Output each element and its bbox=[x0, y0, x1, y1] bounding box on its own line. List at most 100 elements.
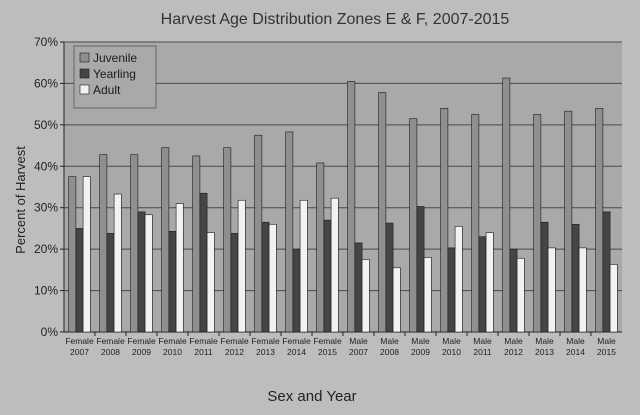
bar-juvenile-male-2009 bbox=[409, 118, 418, 333]
bar-adult-male-2012 bbox=[516, 257, 525, 333]
bars bbox=[68, 77, 618, 333]
legend-swatch-adult bbox=[79, 84, 90, 95]
bar-yearling-male-2015 bbox=[602, 211, 611, 333]
x-tick-label-year: 2008 bbox=[380, 347, 399, 357]
x-tick-label-year: 2010 bbox=[163, 347, 182, 357]
x-tick-label-year: 2011 bbox=[473, 347, 492, 357]
x-tick-label-year: 2012 bbox=[504, 347, 523, 357]
bar-juvenile-female-2007 bbox=[68, 176, 77, 333]
legend-label-juvenile: Juvenile bbox=[93, 51, 137, 65]
chart-title: Harvest Age Distribution Zones E & F, 20… bbox=[161, 11, 510, 28]
bar-yearling-male-2009 bbox=[416, 206, 425, 333]
bar-juvenile-male-2014 bbox=[564, 110, 573, 333]
bar-juvenile-male-2007 bbox=[347, 81, 356, 333]
bar-adult-male-2008 bbox=[392, 267, 401, 333]
bar-adult-male-2013 bbox=[547, 247, 556, 333]
axes: 0%10%20%30%40%50%60%70%Female2007Female2… bbox=[34, 35, 622, 357]
x-tick-label-year: 2014 bbox=[287, 347, 306, 357]
bar-adult-male-2014 bbox=[578, 247, 587, 333]
x-tick-label-year: 2012 bbox=[225, 347, 244, 357]
x-tick-label-year: 2011 bbox=[194, 347, 213, 357]
x-tick-label-year: 2007 bbox=[70, 347, 89, 357]
y-tick-label: 50% bbox=[34, 118, 58, 132]
x-tick-label-year: 2009 bbox=[132, 347, 151, 357]
plot-background bbox=[64, 42, 622, 332]
x-tick-label-sex: Male bbox=[349, 336, 368, 346]
x-tick-label-year: 2007 bbox=[349, 347, 368, 357]
x-tick-label-sex: Male bbox=[535, 336, 554, 346]
bar-yearling-male-2007 bbox=[354, 242, 363, 333]
bar-adult-female-2014 bbox=[299, 199, 308, 333]
x-tick-label-year: 2015 bbox=[597, 347, 616, 357]
bar-adult-female-2009 bbox=[144, 214, 153, 333]
bar-juvenile-female-2012 bbox=[223, 147, 232, 333]
x-tick-label-year: 2013 bbox=[535, 347, 554, 357]
bar-adult-female-2008 bbox=[113, 193, 122, 333]
x-tick-label-year: 2015 bbox=[318, 347, 337, 357]
x-tick-label-sex: Female bbox=[158, 336, 187, 346]
bar-adult-female-2012 bbox=[237, 199, 246, 333]
bar-adult-female-2015 bbox=[330, 197, 339, 333]
x-tick-label-sex: Female bbox=[313, 336, 342, 346]
x-tick-label-year: 2008 bbox=[101, 347, 120, 357]
x-tick-label-sex: Female bbox=[65, 336, 94, 346]
x-tick-label-sex: Male bbox=[380, 336, 399, 346]
x-tick-label-year: 2014 bbox=[566, 347, 585, 357]
x-tick-label-sex: Female bbox=[96, 336, 125, 346]
y-axis-label: Percent of Harvest bbox=[13, 146, 28, 254]
bar-yearling-female-2010 bbox=[168, 231, 177, 333]
y-tick-label: 10% bbox=[34, 284, 58, 298]
x-tick-label-sex: Male bbox=[504, 336, 523, 346]
x-tick-label-sex: Female bbox=[251, 336, 280, 346]
x-tick-label-sex: Male bbox=[597, 336, 616, 346]
bar-juvenile-female-2010 bbox=[161, 147, 170, 333]
bar-yearling-female-2008 bbox=[106, 233, 115, 333]
bar-yearling-male-2012 bbox=[509, 248, 518, 333]
bar-adult-male-2007 bbox=[361, 259, 370, 333]
bar-juvenile-male-2010 bbox=[440, 107, 449, 333]
bar-juvenile-male-2013 bbox=[533, 114, 542, 333]
y-tick-label: 0% bbox=[41, 325, 59, 339]
bar-juvenile-female-2009 bbox=[130, 154, 139, 333]
bar-yearling-female-2009 bbox=[137, 211, 146, 333]
bar-yearling-male-2014 bbox=[571, 223, 580, 333]
bar-yearling-male-2010 bbox=[447, 247, 456, 333]
x-tick-label-sex: Male bbox=[411, 336, 430, 346]
bar-yearling-male-2011 bbox=[478, 236, 487, 333]
x-tick-label-sex: Female bbox=[127, 336, 156, 346]
bar-adult-male-2015 bbox=[609, 264, 618, 333]
bar-adult-male-2011 bbox=[485, 232, 494, 333]
bar-adult-female-2013 bbox=[268, 223, 277, 333]
bar-adult-female-2010 bbox=[175, 203, 184, 333]
bar-juvenile-male-2015 bbox=[595, 107, 604, 333]
x-tick-label-sex: Male bbox=[442, 336, 461, 346]
x-axis-label: Sex and Year bbox=[267, 388, 356, 405]
y-tick-label: 40% bbox=[34, 159, 58, 173]
x-tick-label-sex: Male bbox=[566, 336, 585, 346]
bar-yearling-female-2013 bbox=[261, 221, 270, 333]
bar-yearling-male-2008 bbox=[385, 222, 394, 333]
y-tick-label: 60% bbox=[34, 76, 58, 90]
x-tick-label-year: 2013 bbox=[256, 347, 275, 357]
bar-juvenile-male-2008 bbox=[378, 92, 387, 333]
bar-yearling-female-2012 bbox=[230, 233, 239, 333]
bar-yearling-female-2011 bbox=[199, 192, 208, 333]
bar-adult-male-2009 bbox=[423, 257, 432, 333]
bar-adult-female-2011 bbox=[206, 232, 215, 333]
x-tick-label-sex: Female bbox=[220, 336, 249, 346]
x-tick-label-sex: Male bbox=[473, 336, 492, 346]
bar-yearling-female-2015 bbox=[323, 219, 332, 333]
bar-juvenile-female-2011 bbox=[192, 155, 201, 333]
bar-adult-male-2010 bbox=[454, 226, 463, 333]
bar-juvenile-female-2008 bbox=[99, 154, 108, 333]
y-tick-label: 70% bbox=[34, 35, 58, 49]
legend-label-yearling: Yearling bbox=[93, 67, 136, 81]
bar-adult-female-2007 bbox=[82, 176, 91, 333]
x-tick-label-year: 2009 bbox=[411, 347, 430, 357]
x-tick-label-sex: Female bbox=[189, 336, 218, 346]
bar-yearling-female-2014 bbox=[292, 248, 301, 333]
bar-yearling-female-2007 bbox=[75, 228, 84, 333]
legend-swatch-juvenile bbox=[79, 52, 90, 63]
